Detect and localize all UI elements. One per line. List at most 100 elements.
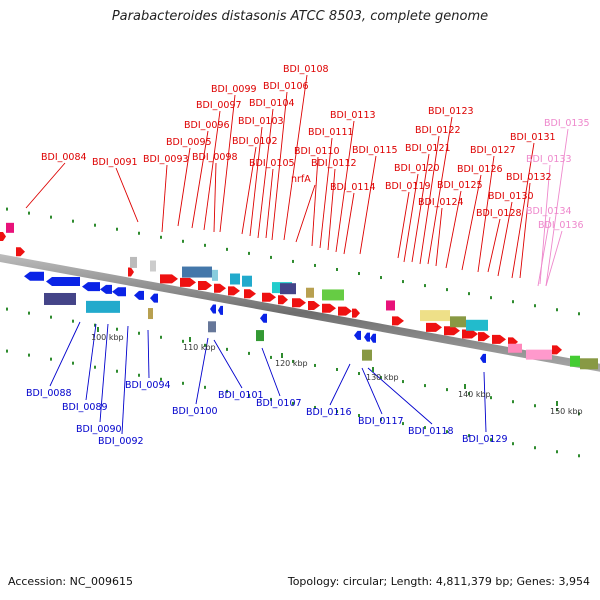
leader-line bbox=[435, 207, 443, 267]
forward-gene-arrow bbox=[552, 345, 562, 355]
leader-line bbox=[161, 164, 168, 233]
track-dot bbox=[6, 207, 8, 211]
scale-tick-mark bbox=[464, 384, 466, 389]
scale-label: 150 kbp bbox=[550, 407, 583, 416]
track-dot bbox=[182, 381, 184, 385]
genome-backbone bbox=[0, 254, 600, 372]
track-dot bbox=[270, 355, 272, 359]
track-dot bbox=[424, 284, 426, 288]
gene-label: BDI_0126 bbox=[457, 164, 503, 175]
leader-line bbox=[335, 120, 355, 253]
track-dot bbox=[468, 392, 470, 396]
gene-label: BDI_0132 bbox=[506, 172, 552, 183]
gene-label: BDI_0117 bbox=[358, 416, 404, 427]
forward-gene-arrow bbox=[444, 326, 460, 336]
gene-label: BDI_0104 bbox=[249, 98, 295, 109]
reverse-gene-arrow bbox=[210, 304, 216, 314]
gene-block bbox=[242, 275, 252, 287]
forward-gene-arrow bbox=[492, 334, 506, 344]
leader-line bbox=[497, 201, 513, 277]
track-dot bbox=[138, 231, 140, 235]
leader-line bbox=[327, 168, 336, 251]
track-dot bbox=[512, 400, 514, 404]
leader-line bbox=[295, 184, 316, 243]
track-dot bbox=[72, 219, 74, 223]
leader-line bbox=[271, 91, 288, 241]
gene-block bbox=[466, 319, 488, 331]
gene-label: BDI_0097 bbox=[196, 100, 242, 111]
leader-line bbox=[147, 329, 150, 379]
track-dot bbox=[72, 319, 74, 323]
gene-label: BDI_0084 bbox=[41, 152, 87, 163]
gene-label: BDI_0114 bbox=[330, 182, 376, 193]
gene-block bbox=[362, 349, 372, 361]
track-dot bbox=[490, 296, 492, 300]
leader-line bbox=[461, 174, 482, 271]
track-dot bbox=[94, 223, 96, 227]
leader-line bbox=[195, 337, 209, 405]
leader-line bbox=[403, 173, 419, 263]
reverse-gene-arrow bbox=[46, 277, 80, 287]
track-dot bbox=[28, 211, 30, 215]
leader-line bbox=[241, 146, 257, 235]
scale-label: 110 kbp bbox=[183, 343, 216, 352]
gene-label: BDI_0107 bbox=[256, 398, 302, 409]
reverse-gene-arrow bbox=[100, 284, 112, 294]
forward-gene-arrow bbox=[292, 298, 306, 308]
gene-label: nrfA bbox=[291, 174, 311, 185]
gene-label: BDI_0128 bbox=[476, 208, 522, 219]
reverse-gene-arrow bbox=[150, 293, 158, 303]
scale-label: 140 kbp bbox=[458, 390, 491, 399]
gene-label: BDI_0124 bbox=[418, 197, 464, 208]
track-dot bbox=[578, 412, 580, 416]
gene-label: BDI_0135 bbox=[544, 118, 590, 129]
gene-label: BDI_0134 bbox=[526, 206, 572, 217]
gene-block bbox=[322, 289, 344, 301]
gene-label: BDI_0116 bbox=[306, 407, 352, 418]
scale-tick-mark bbox=[97, 327, 99, 332]
leader-line bbox=[427, 116, 453, 265]
scale-ticks: 100 kbp 110 kbp 120 kbp 130 kbp 140 kbp 150 k… bbox=[91, 327, 583, 416]
track-dot bbox=[226, 247, 228, 251]
track-dot bbox=[160, 377, 162, 381]
gene-labels: BDI_0084 BDI_0091 BDI_0093 BDI_0095 BDI_0096… bbox=[26, 64, 590, 447]
track-dot bbox=[292, 359, 294, 363]
track-dot bbox=[578, 312, 580, 316]
gene-label: BDI_0122 bbox=[415, 125, 461, 136]
leader-line bbox=[25, 162, 66, 209]
forward-gene-arrow bbox=[228, 286, 240, 296]
track-dot bbox=[380, 418, 382, 422]
leader-line bbox=[283, 74, 308, 241]
leader-line bbox=[537, 216, 551, 287]
track-dot bbox=[116, 227, 118, 231]
gene-block bbox=[182, 266, 212, 278]
scale-tick-mark bbox=[372, 367, 374, 372]
leader-line bbox=[483, 371, 487, 433]
gene-block bbox=[280, 283, 296, 295]
gene-block bbox=[420, 310, 450, 322]
gene-block bbox=[526, 349, 552, 360]
forward-gene-arrow bbox=[16, 247, 25, 257]
leader-line bbox=[249, 126, 263, 237]
forward-gene-arrow bbox=[160, 274, 178, 284]
leader-line bbox=[445, 190, 462, 269]
track-dot bbox=[28, 311, 30, 315]
gene-label: BDI_0127 bbox=[470, 145, 516, 156]
track-dot bbox=[424, 384, 426, 388]
leader-line bbox=[265, 168, 274, 239]
gene-block bbox=[580, 358, 598, 370]
track-dot bbox=[380, 276, 382, 280]
gene-label: BDI_0123 bbox=[428, 106, 474, 117]
track-dot bbox=[182, 339, 184, 343]
gene-block bbox=[44, 292, 76, 305]
forward-gene-arrow bbox=[180, 277, 196, 287]
track-dot bbox=[204, 243, 206, 247]
scale-label: 120 kbp bbox=[275, 359, 308, 368]
track-dot bbox=[424, 426, 426, 430]
gene-label: BDI_0092 bbox=[98, 436, 144, 447]
track-dot bbox=[314, 363, 316, 367]
leader-line bbox=[329, 363, 351, 406]
forward-gene-arrow bbox=[426, 322, 442, 332]
